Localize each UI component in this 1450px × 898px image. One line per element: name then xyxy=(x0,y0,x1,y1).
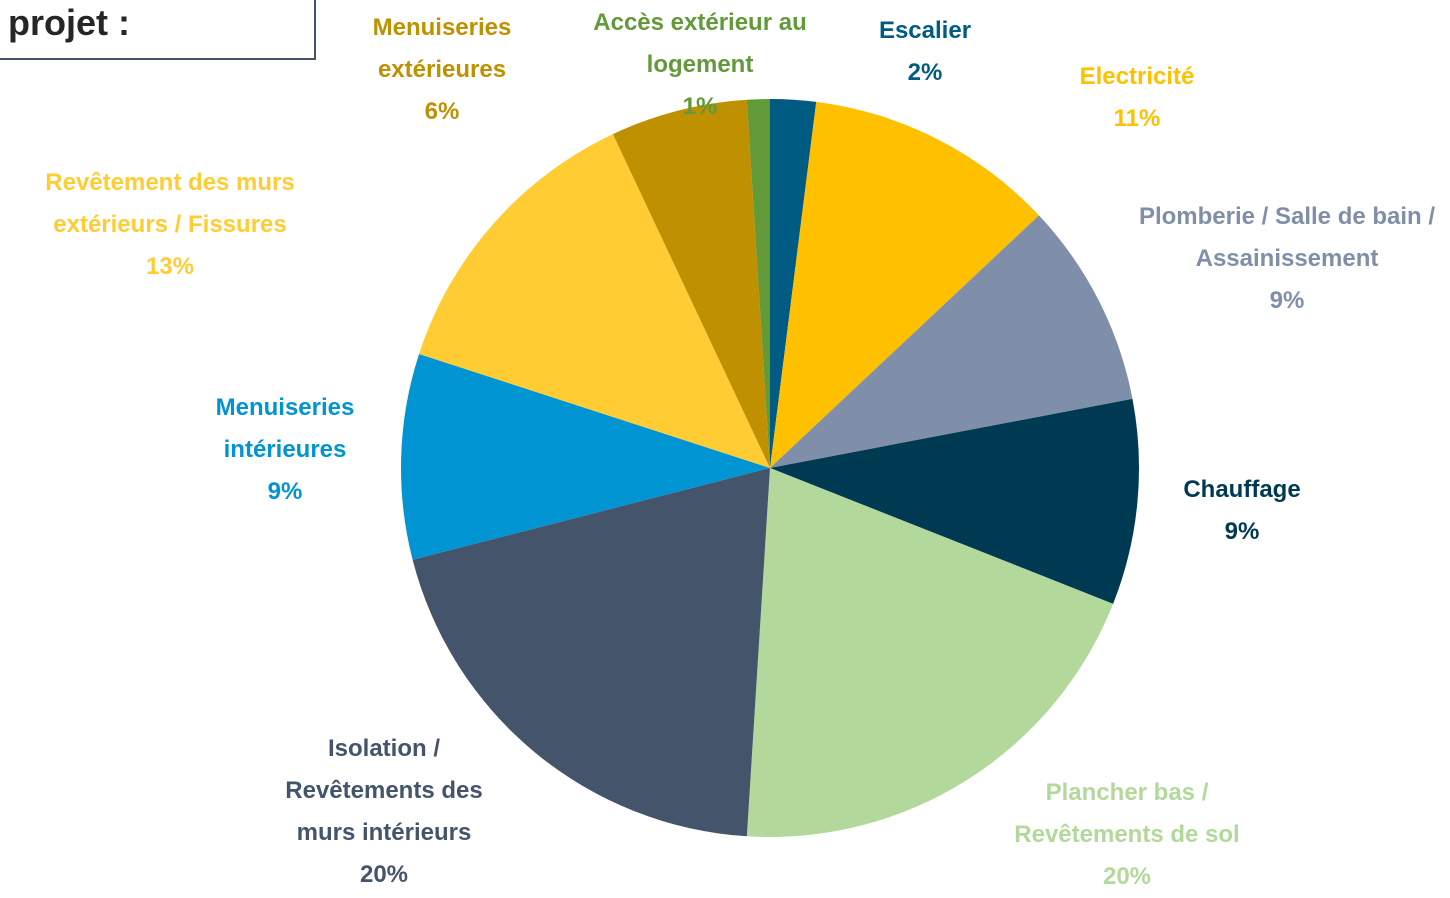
label-name: Plomberie / Salle de bain / Assainisseme… xyxy=(1138,203,1436,272)
label-value: 6% xyxy=(424,98,460,125)
data-label: Plomberie / Salle de bain / Assainisseme… xyxy=(1127,196,1447,322)
label-value: 9% xyxy=(1224,518,1260,545)
data-label: Electricité 11% xyxy=(1047,56,1227,140)
pie-slice xyxy=(612,99,770,468)
pie-slice xyxy=(746,468,1114,837)
data-label: Menuiseries intérieures 9% xyxy=(195,387,375,513)
label-name: Chauffage xyxy=(1183,476,1301,503)
label-value: 20% xyxy=(1102,863,1152,890)
label-value: 20% xyxy=(359,861,409,888)
pie-slice xyxy=(412,468,770,837)
label-value: 9% xyxy=(267,478,303,505)
chart-title: projet : xyxy=(8,2,130,43)
pie-slice xyxy=(770,101,1039,469)
data-label: Plancher bas / Revêtements de sol 20% xyxy=(987,772,1267,898)
data-label: Escalier 2% xyxy=(845,10,1005,94)
data-label: Accès extérieur au logement 1% xyxy=(565,2,835,128)
label-value: 2% xyxy=(907,59,943,86)
pie-slice xyxy=(770,99,817,468)
data-label: Menuiseries extérieures 6% xyxy=(352,7,532,133)
label-name: Menuiseries extérieures xyxy=(372,14,512,83)
label-value: 1% xyxy=(682,93,718,120)
label-name: Menuiseries intérieures xyxy=(215,394,355,463)
data-label: Revêtement des murs extérieurs / Fissure… xyxy=(10,162,330,288)
label-name: Electricité xyxy=(1079,63,1195,90)
label-name: Escalier xyxy=(878,17,972,44)
label-value: 9% xyxy=(1269,287,1305,314)
label-value: 13% xyxy=(145,253,195,280)
pie-slice xyxy=(419,134,770,468)
label-value: 11% xyxy=(1113,105,1161,132)
title-box: projet : xyxy=(0,0,316,60)
pie-slice xyxy=(770,398,1140,604)
pie-slice xyxy=(770,215,1133,468)
label-name: Plancher bas / Revêtements de sol xyxy=(1014,779,1240,848)
pie-slice xyxy=(746,99,770,468)
data-label: Isolation / Revêtements des murs intérie… xyxy=(259,728,509,896)
label-name: Accès extérieur au logement xyxy=(593,9,807,78)
label-name: Isolation / Revêtements des murs intérie… xyxy=(285,735,483,846)
data-label: Chauffage 9% xyxy=(1152,469,1332,553)
pie-slice xyxy=(401,353,770,560)
label-name: Revêtement des murs extérieurs / Fissure… xyxy=(45,169,295,238)
